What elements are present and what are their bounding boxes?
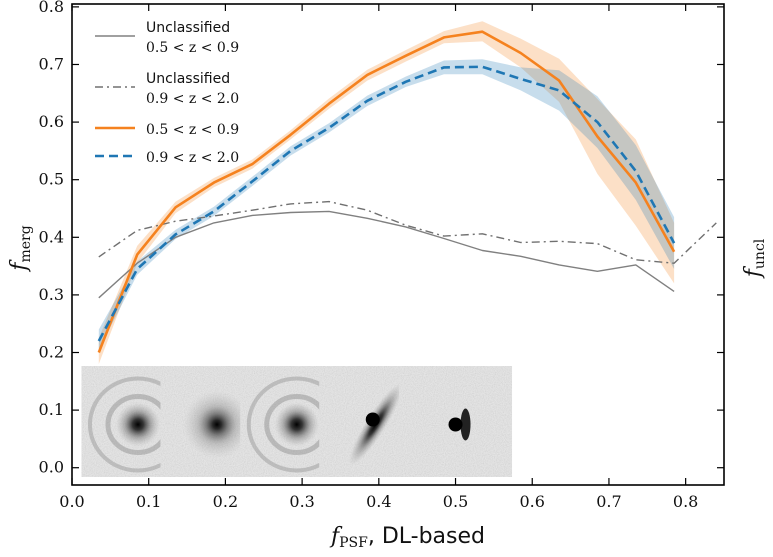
y-tick-label: 0.3 <box>39 285 64 304</box>
galaxy-core <box>198 406 235 443</box>
legend-entry-2: 0.5 < z < 0.9 <box>95 122 239 138</box>
legend-label: Unclassified <box>146 20 230 36</box>
series-line-0 <box>98 210 675 299</box>
legend: Unclassified 0.5 < z < 0.9 Unclassified 0.9… <box>95 20 239 166</box>
y-tick-label: 0.4 <box>39 227 64 246</box>
legend-label: 0.5 < z < 0.9 <box>146 40 239 56</box>
axes: 0.0 0.1 0.2 0.3 0.4 0.5 0.6 0.7 0.8 0.0 0.1 0.2 0.3 0… <box>39 0 725 511</box>
series-line-2 <box>97 30 676 353</box>
legend-entry-3: 0.9 < z < 2.0 <box>95 150 239 166</box>
x-tick-label: 0.4 <box>366 492 391 511</box>
galaxy-disk <box>460 408 471 441</box>
x-tick-label: 0.5 <box>443 492 468 511</box>
y-tick-label: 0.6 <box>39 112 64 131</box>
legend-label: 0.5 < z < 0.9 <box>146 122 239 138</box>
y-tick-label: 0.5 <box>39 170 64 189</box>
x-tick-label: 0.2 <box>213 492 238 511</box>
y-axis-label: fmerg <box>7 225 34 272</box>
y-axis-right-label: funcl <box>741 238 768 279</box>
legend-label: Unclassified <box>146 71 230 87</box>
plot-frame <box>71 3 725 486</box>
x-tick-label: 0.0 <box>59 492 84 511</box>
inset-images <box>81 366 513 477</box>
series-line-1 <box>98 200 717 264</box>
y-tick-label: 0.2 <box>39 343 64 362</box>
x-tick-label: 0.7 <box>596 492 621 511</box>
galaxy-core <box>448 417 463 432</box>
series-lines <box>97 30 717 353</box>
legend-label: 0.9 < z < 2.0 <box>146 150 239 166</box>
x-tick-label: 0.3 <box>289 492 314 511</box>
legend-entry-1: Unclassified 0.9 < z < 2.0 <box>95 71 239 107</box>
y-tick-label: 0.0 <box>39 458 64 477</box>
galaxy-core <box>365 412 380 427</box>
y-tick-label: 0.8 <box>39 0 64 16</box>
x-tick-label: 0.8 <box>673 492 698 511</box>
series-line-3 <box>97 65 676 342</box>
legend-label: 0.9 < z < 2.0 <box>146 91 239 107</box>
y-tick-label: 0.7 <box>39 54 64 73</box>
x-tick-label: 0.6 <box>520 492 545 511</box>
galaxy-core <box>274 402 319 447</box>
galaxy-core <box>115 402 160 447</box>
y-tick-label: 0.1 <box>39 400 64 419</box>
x-axis-label: fPSF, DL-based <box>329 524 485 551</box>
inset-image-galaxy-point-source <box>399 366 513 477</box>
legend-entry-0: Unclassified 0.5 < z < 0.9 <box>95 20 239 56</box>
x-tick-label: 0.1 <box>136 492 161 511</box>
